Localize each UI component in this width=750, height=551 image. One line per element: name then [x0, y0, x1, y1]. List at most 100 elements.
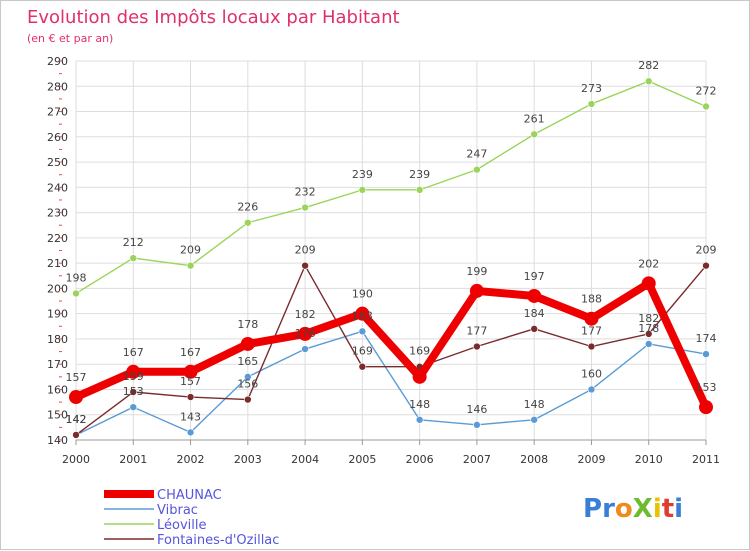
- data-point: [244, 218, 252, 227]
- data-point: [699, 400, 713, 415]
- y-tick-label: 230: [47, 207, 68, 220]
- data-point: [298, 326, 313, 341]
- data-label: 176: [295, 327, 316, 340]
- gridlines: [75, 60, 707, 441]
- axes: 140 150 160 170 180 190 200 210 220 230 240 250 260 2…: [47, 55, 720, 466]
- data-point: [473, 342, 481, 351]
- data-point: [469, 283, 484, 298]
- data-point: [186, 393, 195, 401]
- data-point: [527, 288, 542, 303]
- logo-text: ProXiti: [583, 494, 683, 524]
- data-label: 197: [524, 270, 545, 283]
- y-tick-label: 200: [47, 282, 68, 295]
- series-line-2: [75, 80, 707, 295]
- logo-letter: r: [602, 494, 615, 524]
- data-label: 148: [524, 398, 545, 411]
- data-label: 209: [295, 244, 316, 257]
- data-point: [358, 327, 367, 336]
- data-point: [72, 289, 80, 298]
- y-tick-label: 170: [47, 358, 68, 371]
- data-point: [69, 390, 83, 405]
- data-label: 239: [409, 168, 430, 181]
- data-point: [301, 345, 309, 353]
- data-label: 182: [295, 308, 316, 321]
- data-point: [530, 415, 538, 424]
- y-tick-label: 250: [47, 156, 68, 169]
- data-point: [584, 311, 599, 326]
- data-point: [129, 388, 138, 396]
- data-label: 212: [123, 236, 144, 249]
- data-point: [301, 203, 309, 212]
- y-tick-label: 280: [47, 80, 68, 93]
- data-label: 247: [466, 148, 487, 161]
- data-point: [644, 330, 653, 338]
- y-tick-label: 190: [47, 308, 68, 321]
- x-tick-label: 2003: [234, 453, 262, 466]
- data-point: [587, 342, 596, 351]
- y-tick-label: 160: [47, 383, 68, 396]
- data-point: [644, 77, 653, 86]
- data-point: [412, 369, 427, 384]
- logo-letter: o: [615, 494, 633, 524]
- data-label: 169: [409, 345, 430, 358]
- logo-letter: i: [653, 494, 662, 524]
- chart-title: Evolution des Impôts locaux par Habitant: [27, 7, 400, 28]
- data-label: 159: [123, 370, 144, 383]
- logo-letter: X: [633, 494, 653, 524]
- y-tick-label: 240: [47, 181, 68, 194]
- data-point: [244, 395, 252, 404]
- data-label: 167: [123, 346, 144, 359]
- data-point: [587, 385, 596, 394]
- data-point: [473, 421, 481, 429]
- data-point: [355, 306, 370, 321]
- x-tick-label: 2002: [177, 453, 205, 466]
- data-label: 165: [237, 355, 258, 368]
- data-label: 157: [180, 375, 201, 388]
- data-label: 156: [237, 378, 258, 391]
- data-point: [644, 340, 653, 348]
- data-label: 209: [696, 244, 717, 257]
- data-label: 178: [638, 322, 659, 335]
- data-label: 178: [237, 318, 258, 331]
- data-label: 198: [66, 271, 87, 284]
- x-tick-label: 2009: [577, 453, 605, 466]
- legend-label: Vibrac: [157, 503, 198, 518]
- data-label: 174: [696, 332, 717, 345]
- logo-letter: P: [583, 494, 602, 524]
- series-line-0: [74, 279, 710, 409]
- data-label: 177: [466, 325, 487, 338]
- y-tick-label: 140: [47, 434, 68, 447]
- data-point: [301, 261, 309, 270]
- data-point: [186, 261, 195, 270]
- data-point: [530, 325, 538, 333]
- data-point: [530, 130, 538, 139]
- series-lines: [69, 77, 713, 439]
- data-point: [358, 362, 367, 371]
- y-tick-label: 260: [47, 131, 68, 144]
- data-label: 153: [696, 381, 717, 394]
- data-point: [183, 364, 198, 379]
- data-point: [72, 431, 80, 439]
- legend-label: CHAUNAC: [157, 488, 222, 503]
- chart-subtitle: (en € et par an): [27, 32, 113, 45]
- y-tick-label: 220: [47, 232, 68, 245]
- data-label: 232: [295, 186, 316, 199]
- x-tick-label: 2004: [291, 453, 319, 466]
- series-line-3: [75, 264, 707, 436]
- data-label: 209: [180, 244, 201, 257]
- y-tick-label: 210: [47, 257, 68, 270]
- y-tick-label: 290: [47, 55, 68, 68]
- data-point: [473, 165, 481, 174]
- data-label: 148: [409, 398, 430, 411]
- data-point: [702, 350, 710, 358]
- data-label: 146: [466, 403, 487, 416]
- data-label: 183: [352, 309, 373, 322]
- data-label: 202: [638, 257, 659, 270]
- logo-letter: i: [674, 494, 683, 524]
- data-label: 167: [180, 346, 201, 359]
- data-label: 177: [581, 325, 602, 338]
- data-label: 184: [524, 307, 545, 320]
- data-point: [641, 276, 656, 291]
- data-label: 273: [581, 82, 602, 95]
